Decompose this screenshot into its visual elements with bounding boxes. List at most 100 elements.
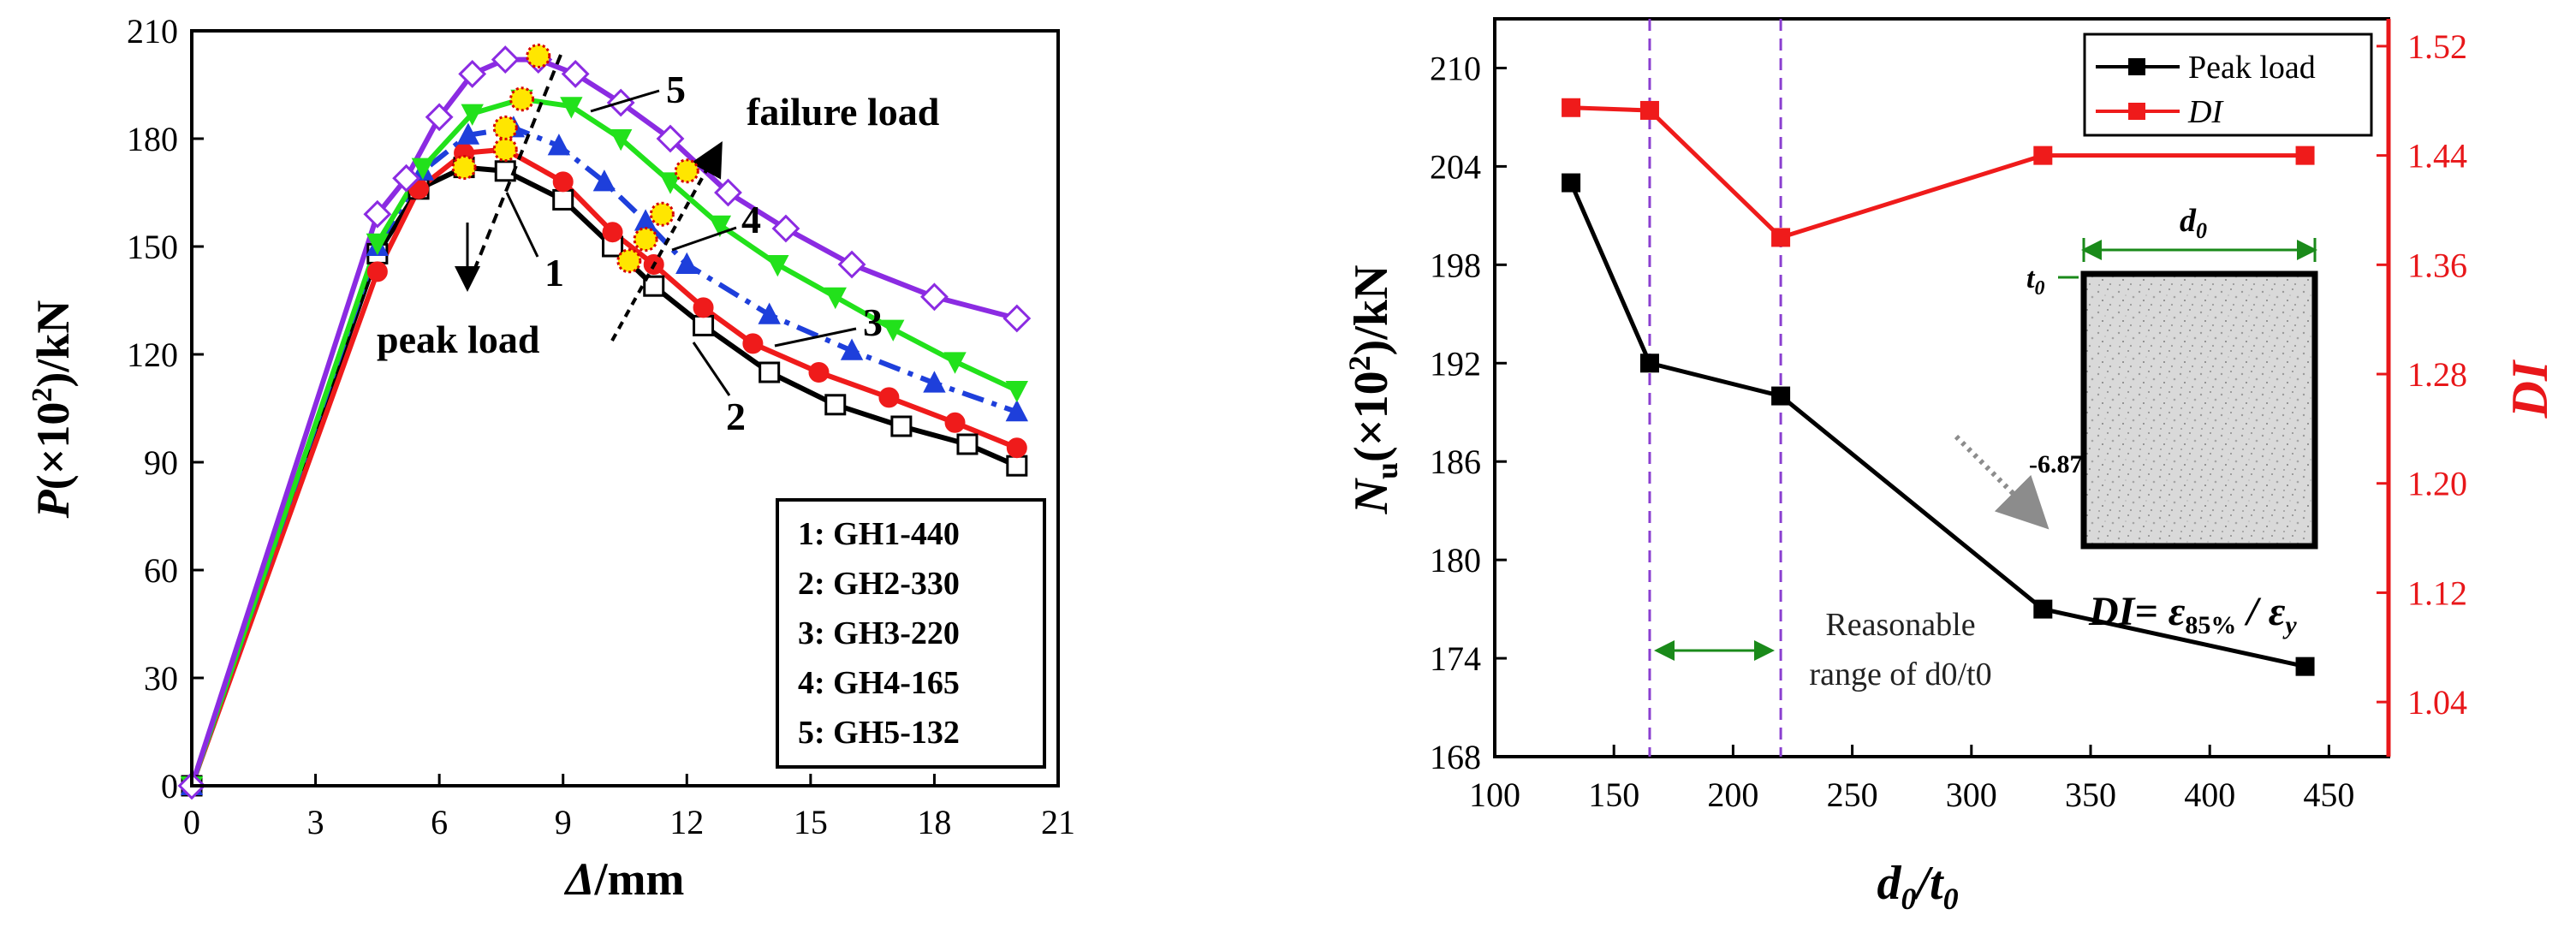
failure-load-label: failure load [747,90,940,134]
chart1-point-series-5 [392,163,421,193]
chart1-point-series-3 [1005,399,1029,422]
chart1-point-series-1 [552,188,574,211]
chart2-point-di [1771,228,1791,247]
chart1-point-series-4 [461,104,484,126]
reasonable-range-label-line1: Reasonable [1825,607,1975,643]
chart1-y-tick-label: 90 [144,443,178,482]
chart2-x-tick-label: 350 [2065,775,2116,814]
chart2-y-tick-label-left: 210 [1430,49,1481,87]
chart2-point-peak-load [2295,657,2315,676]
chart1-point-series-3 [675,252,699,274]
chart1-x-tick-label: 0 [183,803,200,841]
chart2-point-peak-load [1562,173,1581,193]
label-4-leader [671,226,737,252]
chart1-y-tick-label: 180 [127,120,178,158]
chart1-point-series-3 [840,338,864,360]
chart1-point-series-5 [363,199,392,229]
curve-label-1: 1 [544,251,564,294]
chart2-y-tick-label-right: 1.04 [2407,683,2467,722]
chart1-legend: 1: GH1-440 2: GH2-330 3: GH3-220 4: GH4-165… [798,516,960,751]
chart1-point-series-1 [1006,455,1028,477]
chart2-x-tick-label: 150 [1588,775,1639,814]
chart2-y-tick-label-left: 204 [1430,147,1481,186]
chart2-point-di [1639,100,1659,120]
chart2-legend: Peak load DI [2096,50,2316,130]
inset-thickness-label: t0 [2026,263,2044,300]
reasonable-range-label-line2: range of d0/t0 [1809,657,1991,692]
chart2-y-tick-label-left: 186 [1430,443,1481,481]
chart1-point-series-2 [552,171,574,193]
chart1-notable-point [492,137,518,163]
chart1-y-tick-label: 120 [127,336,178,374]
chart1-point-series-5 [458,59,487,88]
chart1-point-series-5 [920,282,949,312]
chart1-point-series-4 [943,352,967,374]
chart1-point-series-1 [890,415,913,437]
chart2-x-tick-label: 250 [1827,775,1878,814]
peak-load-label: peak load [377,318,540,361]
inset-width-label: d0 [2180,203,2207,243]
chart1-point-series-1 [824,394,847,416]
curve-label-3: 3 [863,300,883,344]
chart1-point-series-4 [609,129,633,152]
chart1-point-series-3 [634,209,657,231]
label-2-leader [692,342,731,396]
chart2-y-tick-label-left: 192 [1430,344,1481,383]
chart1-y-tick-label: 210 [127,12,178,51]
chart1-point-series-4 [411,157,435,180]
chart1-point-series-2 [944,412,966,433]
chart1-x-tick-label: 9 [555,803,572,841]
chart1-point-series-5 [1002,304,1032,333]
chart1-notable-point [509,86,535,112]
chart1-notable-point [674,158,699,184]
chart2-y-tick-label-left: 168 [1430,738,1481,776]
trend-arrow [1954,434,2049,530]
chart1-point-series-5 [656,124,685,153]
chart1-y-axis-label: P(×102)/kN [27,300,79,520]
chart2-point-di [2295,146,2315,165]
chart2-x-tick-label: 450 [2303,775,2354,814]
di-formula: DI= ε85% / εy [2088,589,2297,639]
chart2-y-tick-label-right: 1.12 [2407,573,2467,612]
chart1-point-series-2 [878,387,900,408]
chart2-x-tick-label: 300 [1946,775,1997,814]
chart1-x-tick-label: 12 [669,803,704,841]
chart1-point-series-1 [494,160,516,182]
chart2-range-lines [1648,19,1782,757]
chart1-point-series-4 [560,97,583,119]
chart1-point-series-5 [491,45,520,74]
chart2-y-tick-label-right: 1.28 [2407,355,2467,394]
chart1-legend-entry-4: 4: GH4-165 [798,665,960,701]
chart2-y-tick-label-right: 1.44 [2407,137,2467,175]
chart1-point-series-5 [561,59,590,88]
chart1-point-series-3 [923,371,946,393]
chart2-point-peak-load [2033,599,2053,619]
chart1-x-tick-label: 21 [1041,803,1075,841]
chart1-y-tick-label: 150 [127,228,178,266]
chart2-series-markers [1562,98,2315,676]
chart2-y-tick-label-left: 198 [1430,246,1481,284]
chart1-notable-point [649,201,675,227]
curve-label-2: 2 [726,395,746,438]
label-3-leader [774,327,857,348]
chart1-x-tick-label: 6 [431,803,448,841]
chart1-notable-point [492,115,518,140]
chart1-point-series-3 [592,169,616,192]
chart1-notable-point [451,155,477,181]
chart2-y-tick-label-right: 1.36 [2407,246,2467,284]
peak-load-arrow [465,54,562,290]
curve-label-4: 4 [741,198,761,241]
chart2-legend-marker-1 [2128,58,2145,75]
peak-load-ductility-chart: 100 150 200 250 300 350 400 450 168 174 180 186 192 1… [1342,17,2558,916]
chart1-point-series-4 [366,233,390,256]
chart1-point-series-3 [547,134,571,156]
curve-label-5: 5 [666,68,686,111]
chart2-point-peak-load [1771,386,1791,406]
chart1-point-series-1 [693,314,715,336]
chart2-legend-entry-2: DI [2187,94,2224,130]
chart1-point-series-1 [956,433,979,455]
chart1-point-series-5 [771,214,800,243]
chart1-point-series-5 [837,250,866,279]
chart1-y-tick-label: 60 [144,551,178,590]
